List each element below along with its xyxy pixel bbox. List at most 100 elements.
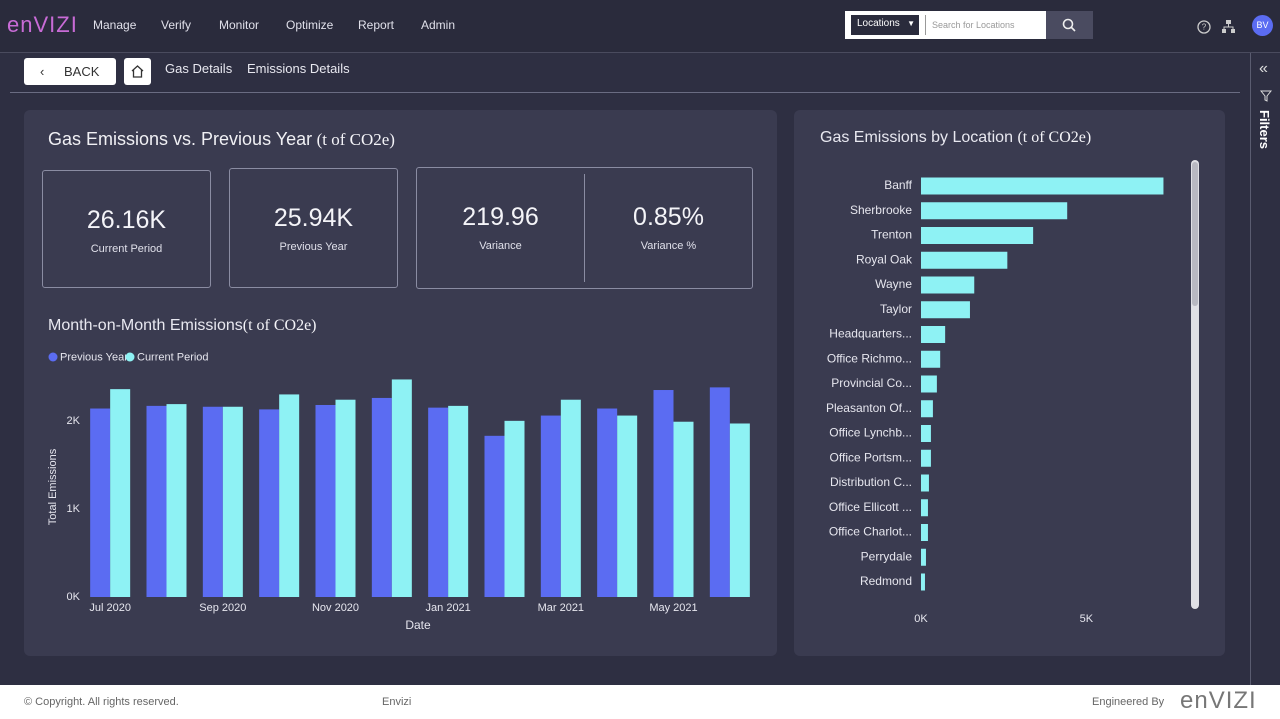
search-icon: [1062, 18, 1076, 32]
y-tick-label: Office Portsm...: [830, 450, 912, 464]
bar: [921, 326, 946, 343]
bar: [448, 405, 469, 597]
kpi-value: 26.16K: [86, 206, 167, 234]
nav-item[interactable]: Admin: [421, 18, 456, 32]
x-tick-label: Jan 2021: [426, 602, 471, 614]
bar: [222, 406, 243, 597]
copyright: © Copyright. All rights reserved.: [24, 696, 179, 708]
home-button[interactable]: [124, 58, 151, 85]
location-select[interactable]: Locations ▼: [851, 15, 919, 35]
tab[interactable]: Emissions Details: [247, 61, 350, 76]
scrollbar[interactable]: [1191, 160, 1199, 609]
y-tick-label: Headquarters...: [829, 327, 912, 341]
bar: [921, 301, 970, 319]
bar: [597, 408, 618, 597]
y-tick-label: Distribution C...: [830, 475, 912, 489]
location-card: [794, 110, 1225, 656]
x-axis-label: Date: [405, 618, 431, 632]
nav-item[interactable]: Verify: [161, 18, 192, 32]
bar: [484, 435, 505, 597]
footer-logo: enVIZI: [1180, 687, 1257, 714]
bar: [921, 177, 1164, 195]
bar: [921, 276, 975, 294]
bar: [921, 425, 931, 442]
brand: Envizi: [382, 696, 412, 708]
x-tick-label: May 2021: [649, 602, 697, 614]
y-tick-label: Pleasanton Of...: [826, 401, 912, 415]
bar: [921, 227, 1034, 244]
y-tick-label: Office Lynchb...: [829, 426, 912, 440]
divider: [584, 174, 585, 282]
kpi-card: 26.16K Current Period: [42, 170, 211, 288]
bar: [560, 399, 581, 597]
x-tick-label: 5K: [1080, 613, 1094, 625]
y-tick-label: 0K: [67, 591, 81, 603]
divider: [925, 15, 926, 35]
bar: [428, 407, 449, 597]
month-chart-title: Month-on-Month Emissions(t of CO2e): [48, 317, 317, 335]
back-arrow: ‹: [40, 64, 45, 79]
bar: [540, 415, 561, 597]
home-icon: [131, 65, 144, 78]
kpi-group: 219.96 Variance 0.85% Variance %: [416, 167, 753, 289]
bar: [921, 474, 929, 492]
kpi-card: 25.94K Previous Year: [229, 168, 398, 288]
bar: [279, 394, 300, 597]
kpi-value: 25.94K: [273, 204, 354, 232]
top-nav: enVIZI Manage Verify Monitor Optimize Re…: [0, 0, 1280, 53]
bar: [504, 420, 525, 597]
logo[interactable]: enVIZI: [7, 12, 78, 37]
collapse-icon[interactable]: «: [1259, 60, 1268, 77]
bar: [673, 421, 694, 597]
y-tick-label: Royal Oak: [856, 252, 913, 266]
footer: © Copyright. All rights reserved. Envizi…: [0, 685, 1280, 719]
y-tick-label: 1K: [67, 503, 81, 515]
side-divider: [1250, 53, 1251, 685]
nav-item[interactable]: Monitor: [219, 18, 260, 32]
x-tick-label: Mar 2021: [538, 602, 584, 614]
bar: [921, 251, 1008, 269]
bar: [921, 524, 928, 541]
legend-label: Current Period: [137, 351, 209, 363]
divider: [10, 92, 1240, 93]
engineered-by: Engineered By: [1092, 696, 1165, 708]
filters-tab[interactable]: Filters: [1257, 110, 1272, 150]
bar: [371, 397, 392, 597]
nav-item[interactable]: Manage: [93, 18, 137, 32]
summary-title: Gas Emissions vs. Previous Year (t of CO…: [48, 129, 395, 150]
y-tick-label: Taylor: [880, 302, 912, 316]
tab[interactable]: Gas Details: [165, 61, 233, 76]
legend-label: Previous Year: [60, 351, 128, 363]
bar: [202, 406, 223, 597]
legend-swatch: [125, 352, 135, 362]
avatar[interactable]: BV: [1252, 15, 1273, 36]
back-button[interactable]: ‹ BACK: [24, 58, 116, 85]
bar: [335, 399, 356, 597]
bar: [921, 499, 928, 517]
filter-icon: [1260, 90, 1272, 102]
y-tick-label: 2K: [67, 415, 81, 427]
title-text: Gas Emissions by Location: [820, 129, 1013, 146]
scroll-thumb[interactable]: [1192, 162, 1198, 306]
bar: [921, 350, 941, 368]
kpi-card: 219.96 Variance: [417, 168, 584, 252]
bar: [921, 202, 1068, 220]
y-tick-label: Trenton: [871, 228, 912, 242]
svg-text:?: ?: [1202, 23, 1207, 32]
y-tick-label: Provincial Co...: [831, 376, 912, 390]
nav-item[interactable]: Report: [358, 18, 395, 32]
bar: [729, 423, 750, 597]
search-placeholder[interactable]: Search for Locations: [932, 20, 1015, 30]
search-button[interactable]: [1046, 11, 1093, 39]
kpi-label: Variance: [479, 240, 522, 252]
bar: [921, 573, 925, 591]
nav-icons[interactable]: ?: [1195, 18, 1240, 36]
bar: [90, 408, 111, 597]
bar: [110, 389, 131, 597]
x-tick-label: Sep 2020: [199, 602, 246, 614]
title-text: Month-on-Month Emissions: [48, 317, 243, 334]
bar: [617, 415, 638, 597]
bar: [166, 404, 187, 597]
nav-item[interactable]: Optimize: [286, 18, 334, 32]
